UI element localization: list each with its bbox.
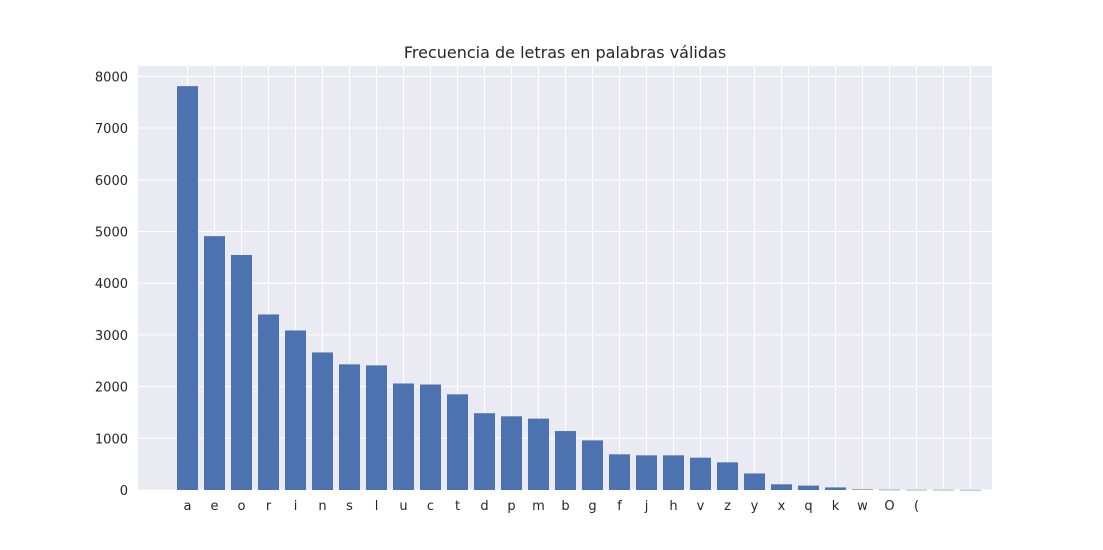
bar xyxy=(744,473,765,490)
x-tick-label: o xyxy=(238,499,246,514)
x-tick-label: i xyxy=(294,499,298,514)
bar xyxy=(312,352,333,490)
y-tick-label: 8000 xyxy=(95,70,128,85)
bar xyxy=(717,462,738,490)
y-tick-label: 6000 xyxy=(95,174,128,189)
x-tick-label: p xyxy=(507,499,515,514)
x-tick-label: a xyxy=(184,499,192,514)
bar xyxy=(663,455,684,490)
x-tick-label: g xyxy=(588,499,596,514)
x-tick-label: w xyxy=(857,499,868,514)
bar xyxy=(825,487,846,490)
x-tick-label: s xyxy=(346,499,353,514)
bar xyxy=(582,440,603,490)
x-tick-label: m xyxy=(532,499,545,514)
x-tick-label: e xyxy=(211,499,219,514)
x-tick-label: O xyxy=(884,499,894,514)
bar xyxy=(960,489,981,491)
bar xyxy=(798,485,819,490)
bar xyxy=(366,365,387,490)
bar xyxy=(285,330,306,490)
bar xyxy=(771,484,792,490)
x-tick-label: d xyxy=(480,499,488,514)
x-tick-label: u xyxy=(399,499,407,514)
x-tick-label: f xyxy=(617,499,622,514)
bar xyxy=(852,489,873,490)
x-tick-label: t xyxy=(455,499,460,514)
y-tick-label: 3000 xyxy=(95,329,128,344)
bar xyxy=(609,454,630,490)
x-tick-label: q xyxy=(804,499,812,514)
x-tick-label: z xyxy=(724,499,731,514)
bar xyxy=(690,457,711,490)
bars xyxy=(177,86,981,491)
x-tick-label: r xyxy=(266,499,272,514)
x-tick-label: n xyxy=(318,499,326,514)
x-tick-label: j xyxy=(644,499,649,514)
y-tick-label: 1000 xyxy=(95,432,128,447)
x-tick-label: v xyxy=(697,499,705,514)
bar xyxy=(393,383,414,490)
bar xyxy=(177,86,198,490)
y-tick-label: 5000 xyxy=(95,225,128,240)
bar xyxy=(933,489,954,491)
x-axis-ticks: a e o r i n s l u c t d p m b g f j h v z y x q k w O ( xyxy=(184,499,920,514)
y-axis-ticks: 0 1000 2000 3000 4000 5000 6000 7000 8000 xyxy=(95,70,128,499)
y-tick-label: 0 xyxy=(120,484,128,499)
x-tick-label: x xyxy=(778,499,786,514)
bar xyxy=(447,394,468,490)
bar xyxy=(879,489,900,491)
x-tick-label: y xyxy=(751,499,759,514)
bar xyxy=(501,416,522,490)
y-tick-label: 4000 xyxy=(95,277,128,292)
bar xyxy=(420,384,441,490)
y-tick-label: 7000 xyxy=(95,122,128,137)
x-tick-label: c xyxy=(427,499,434,514)
bar xyxy=(528,418,549,490)
x-tick-label: k xyxy=(832,499,840,514)
chart-title: Frecuencia de letras en palabras válidas xyxy=(404,43,726,62)
bar xyxy=(906,489,927,491)
bar xyxy=(555,431,576,490)
bar xyxy=(636,455,657,490)
bar xyxy=(339,364,360,490)
x-tick-label: ( xyxy=(914,499,919,514)
x-tick-label: b xyxy=(561,499,569,514)
x-tick-label: h xyxy=(669,499,677,514)
y-tick-label: 2000 xyxy=(95,381,128,396)
x-tick-label: l xyxy=(375,499,379,514)
bar xyxy=(231,254,252,490)
bar xyxy=(258,314,279,490)
bar xyxy=(474,413,495,490)
bar xyxy=(204,236,225,490)
